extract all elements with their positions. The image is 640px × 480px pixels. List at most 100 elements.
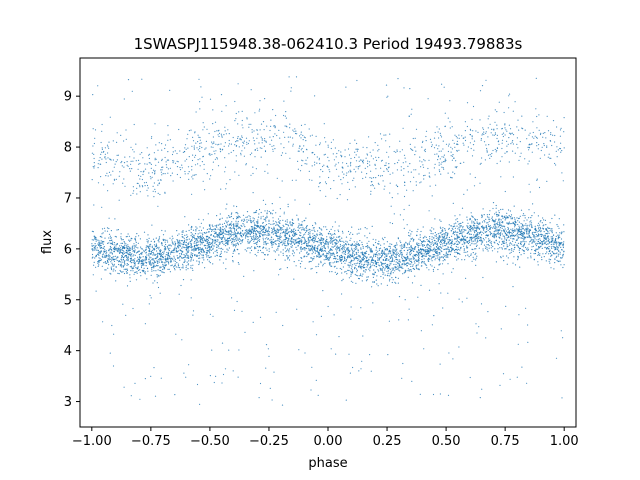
data-point: [250, 226, 252, 228]
data-point: [413, 260, 415, 262]
data-point: [124, 262, 126, 264]
data-point: [428, 252, 430, 255]
data-point: [198, 257, 200, 259]
data-point: [161, 244, 163, 246]
data-point: [169, 258, 171, 260]
data-point: [497, 244, 500, 246]
data-point: [107, 257, 109, 259]
data-point: [460, 222, 462, 224]
data-point: [158, 246, 160, 248]
data-point: [402, 260, 404, 262]
data-point: [456, 235, 458, 237]
data-point: [248, 247, 250, 249]
data-point: [241, 239, 243, 242]
data-point: [272, 209, 274, 211]
data-point: [262, 199, 264, 201]
data-point: [378, 249, 380, 251]
data-point: [157, 253, 159, 255]
data-point: [124, 246, 126, 249]
data-point: [475, 257, 477, 259]
data-point: [139, 260, 141, 262]
data-point: [559, 253, 561, 255]
data-point: [396, 244, 398, 246]
data-point: [205, 247, 207, 249]
data-point: [381, 263, 383, 265]
data-point: [291, 253, 294, 255]
data-point: [530, 255, 532, 257]
data-point: [304, 247, 306, 249]
data-point: [538, 234, 540, 236]
data-point: [457, 246, 459, 248]
data-point: [389, 251, 391, 253]
data-point: [194, 254, 196, 257]
data-point: [186, 237, 188, 239]
data-point: [463, 238, 465, 240]
data-point: [117, 250, 119, 252]
data-point: [271, 227, 273, 229]
data-point: [430, 258, 433, 260]
data-point: [143, 262, 145, 264]
data-point: [100, 244, 102, 246]
data-point: [271, 244, 273, 246]
data-point: [419, 239, 421, 241]
data-point: [475, 243, 477, 245]
data-point: [385, 255, 387, 257]
data-point: [427, 250, 429, 252]
data-point: [347, 264, 349, 266]
data-point: [324, 262, 326, 264]
data-point: [548, 238, 550, 240]
data-point: [481, 215, 483, 217]
data-point: [554, 241, 556, 244]
data-point: [454, 225, 456, 227]
data-point: [106, 251, 108, 253]
data-point: [122, 271, 124, 273]
data-point: [412, 256, 414, 258]
data-point: [391, 281, 393, 284]
data-point: [227, 243, 229, 245]
data-point: [456, 239, 458, 241]
data-point: [277, 218, 280, 220]
data-point: [231, 221, 233, 223]
data-point: [501, 238, 503, 240]
data-point: [108, 259, 110, 261]
data-point: [233, 236, 235, 238]
data-point: [373, 269, 375, 271]
data-point: [201, 235, 203, 237]
data-point: [394, 256, 396, 258]
data-point: [160, 258, 162, 260]
data-point: [156, 282, 158, 284]
data-point: [262, 252, 264, 254]
data-point: [518, 221, 521, 223]
data-point: [428, 245, 430, 247]
data-point: [245, 216, 247, 218]
data-point: [220, 250, 222, 252]
data-point: [432, 242, 434, 244]
data-point: [397, 267, 399, 269]
data-point: [339, 250, 341, 252]
data-point: [453, 226, 455, 228]
data-point: [202, 219, 204, 221]
data-point: [201, 247, 204, 249]
data-point: [339, 249, 341, 251]
data-point: [467, 227, 469, 230]
data-point: [379, 267, 381, 269]
data-point: [118, 273, 120, 275]
data-point: [383, 250, 385, 252]
data-point: [454, 230, 456, 232]
data-point: [367, 247, 369, 249]
data-point: [525, 230, 528, 233]
data-point: [447, 263, 449, 265]
data-point: [491, 220, 493, 222]
data-point: [178, 247, 180, 249]
data-point: [382, 265, 384, 267]
data-point: [486, 241, 488, 243]
data-point: [110, 239, 112, 242]
data-point: [455, 256, 457, 258]
data-point: [279, 215, 281, 217]
data-point: [150, 264, 152, 266]
data-point: [321, 234, 323, 236]
data-point: [354, 267, 356, 269]
data-point: [93, 264, 95, 266]
data-point: [176, 230, 178, 232]
data-point: [95, 255, 97, 257]
